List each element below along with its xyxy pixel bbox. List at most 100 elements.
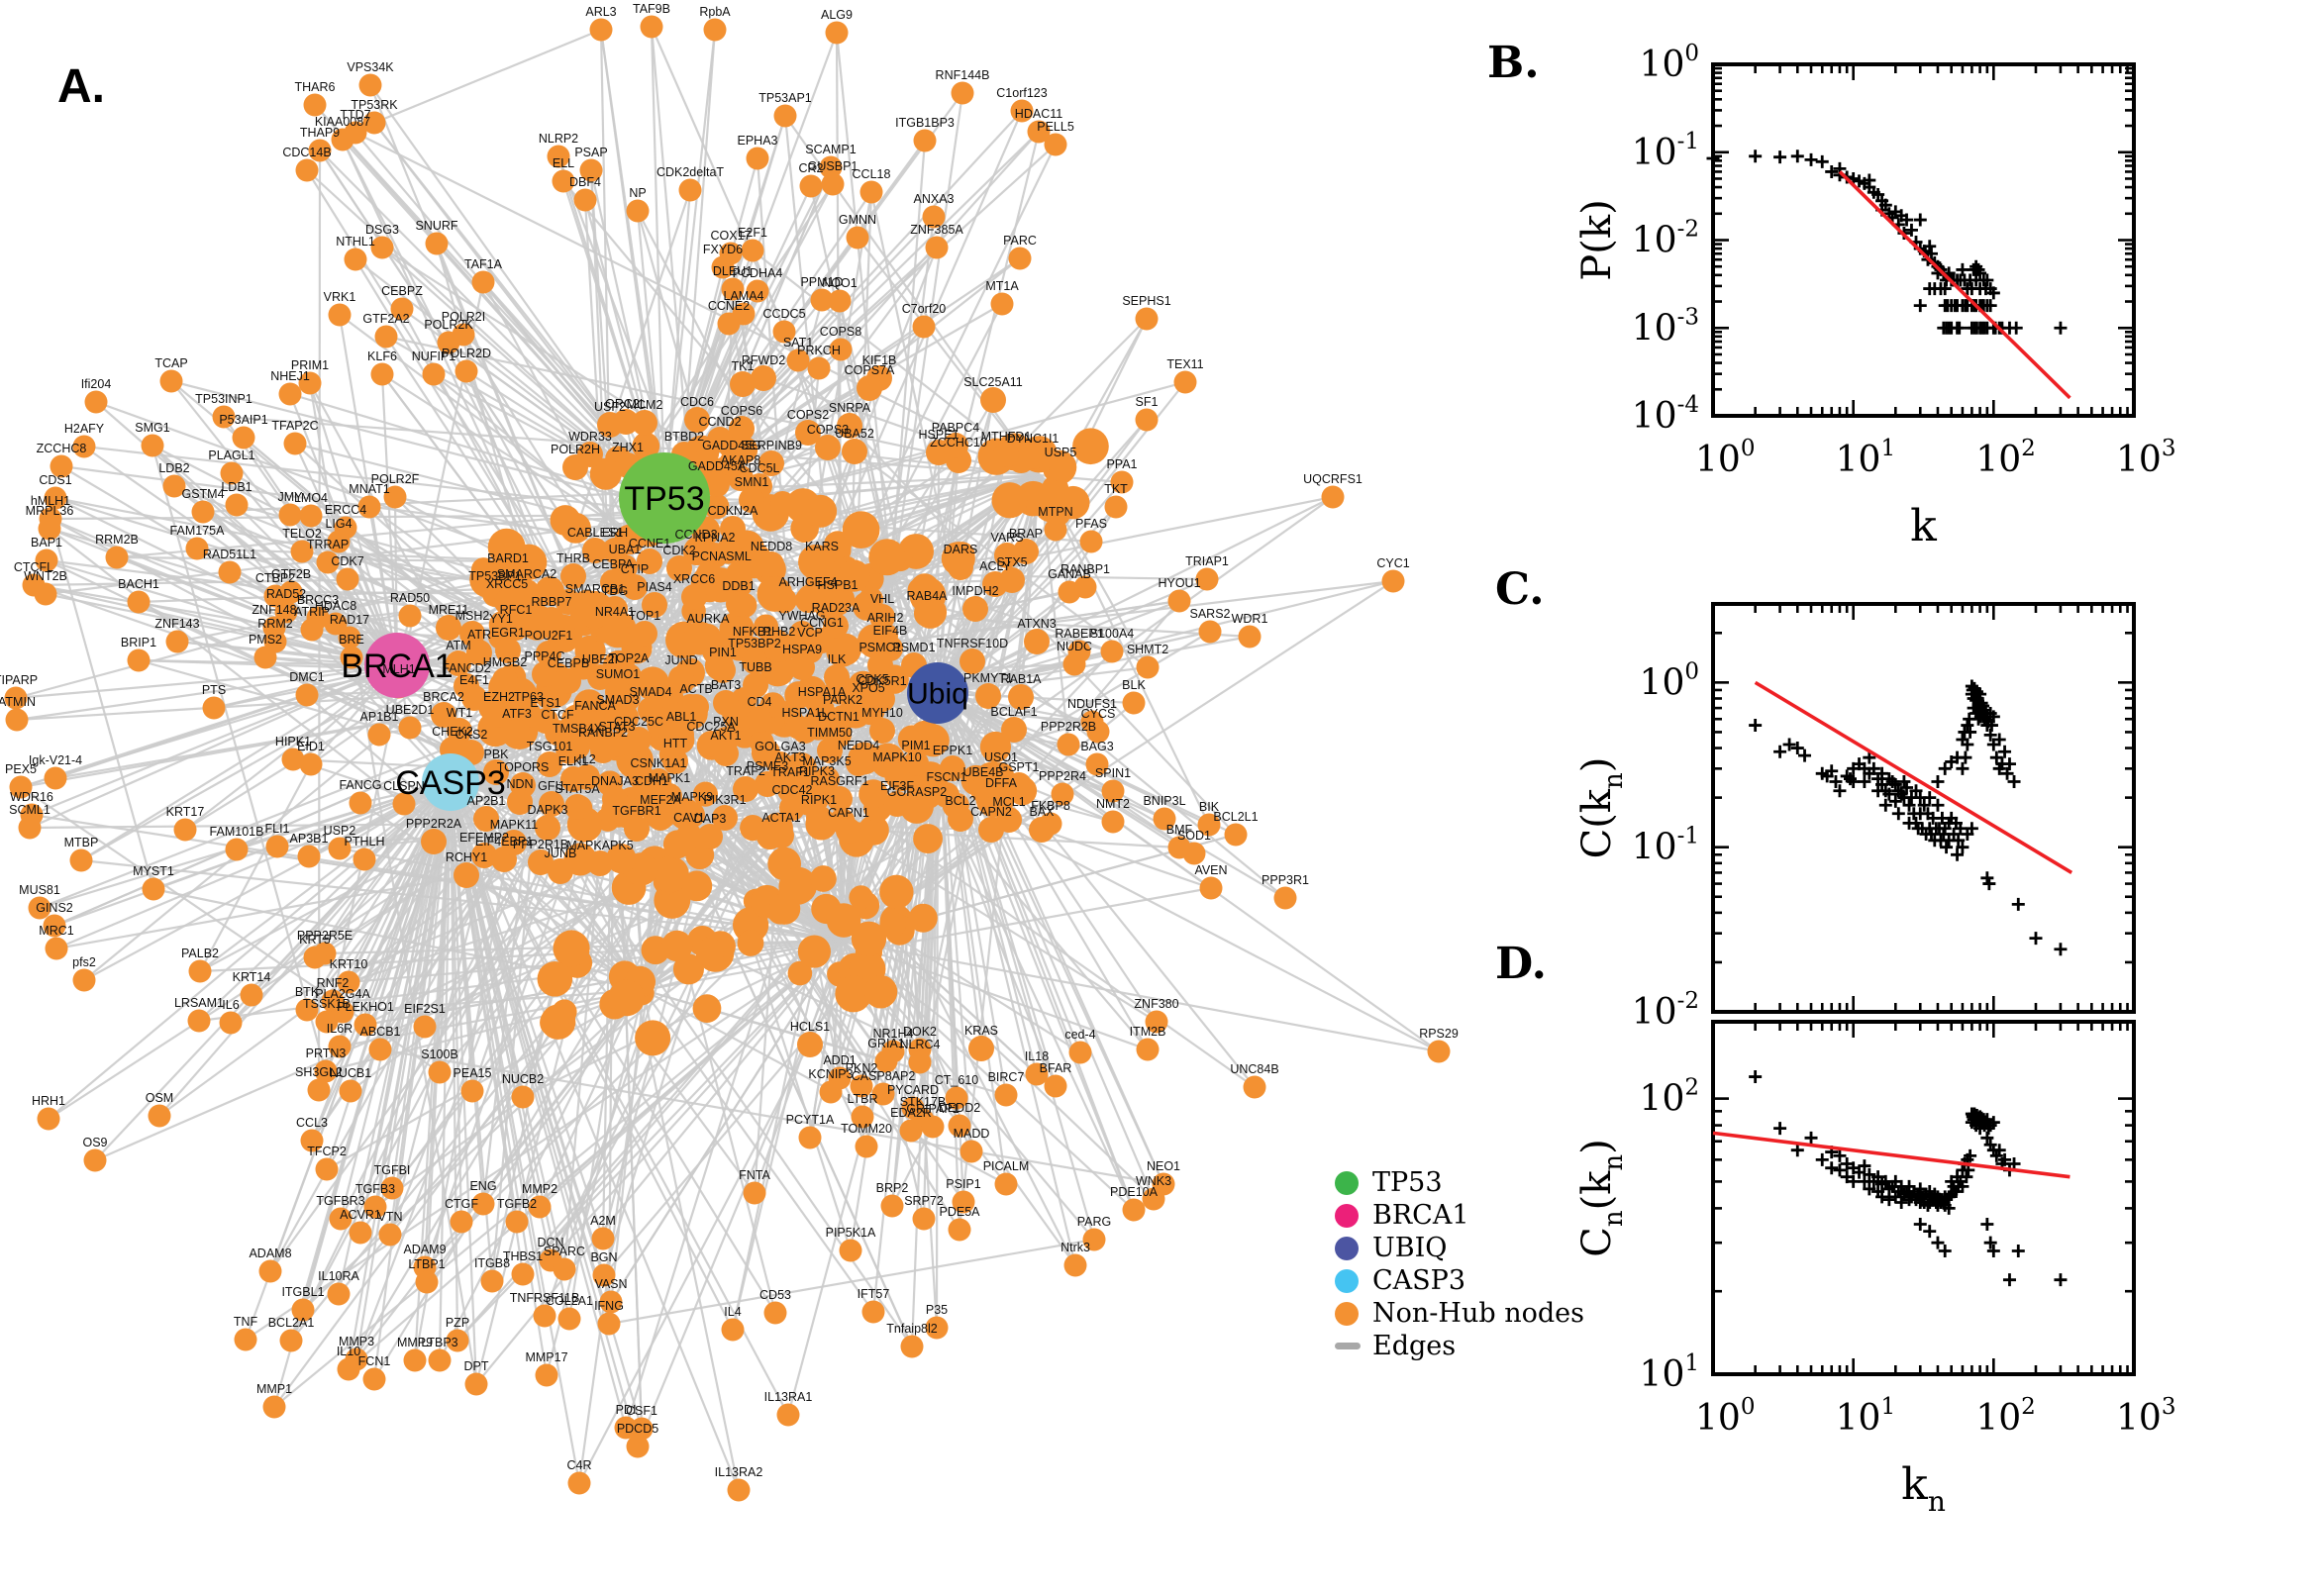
network-node-label: PPP4C: [525, 649, 565, 663]
non-hub-node: [821, 172, 845, 196]
network-nodes: [4, 15, 1451, 1502]
non-hub-node: [835, 975, 872, 1013]
data-point-marker: [1871, 1170, 1885, 1184]
network-edge: [940, 791, 1135, 1211]
network-node-label: TP53BP2: [728, 637, 781, 650]
network-node-label: BMF: [1166, 823, 1193, 837]
network-node-label: FANCD2: [442, 661, 490, 675]
data-point-marker: [1863, 1182, 1876, 1196]
non-hub-node: [737, 930, 764, 956]
non-hub-node: [337, 970, 360, 994]
non-hub-node: [934, 782, 960, 808]
network-node-label: VHL: [870, 592, 894, 606]
non-hub-node: [537, 751, 562, 777]
panel-label-c: C.: [1495, 564, 1545, 615]
network-node-label: CAPN2: [970, 805, 1012, 819]
non-hub-node: [159, 369, 183, 393]
network-node-label: BGN: [590, 1250, 617, 1264]
non-hub-node: [582, 594, 608, 620]
non-hub-node: [948, 806, 973, 832]
network-node-label: UBE4B: [963, 765, 1004, 779]
network-node-label: hMLH1: [31, 494, 70, 508]
non-hub-node: [626, 727, 652, 752]
data-point-marker: [1938, 282, 1952, 296]
non-hub-node: [1024, 629, 1050, 654]
network-node-label: NMT2: [1096, 797, 1130, 811]
non-hub-node: [795, 420, 821, 446]
x-axis-label: kn: [1901, 1459, 1946, 1518]
non-hub-node: [1044, 518, 1067, 542]
network-edge: [662, 189, 692, 499]
data-point-marker: [1913, 1218, 1927, 1232]
network-node-label: KRT10: [330, 957, 368, 971]
non-hub-node: [952, 1190, 975, 1214]
network-node-label: CYCS: [1081, 707, 1116, 721]
network-labels: ARL3 TAF9B RpbA ALG9 VPS34K THAR6 KIAA0087 TP53…: [0, 2, 1459, 1479]
tick-label: 10-2: [1632, 217, 1699, 261]
non-hub-node: [751, 365, 776, 391]
non-hub-node: [1051, 782, 1074, 806]
network-node-label: DOK2: [903, 1025, 937, 1039]
network-node-label: TAF1A: [464, 257, 503, 271]
network-node-label: POLR2K: [424, 318, 473, 332]
network-node-label: RAB1A: [1001, 672, 1043, 686]
node-swatch-icon: [1335, 1236, 1359, 1260]
non-hub-node: [329, 1207, 353, 1231]
non-hub-node: [495, 563, 521, 589]
network-edge: [198, 781, 452, 1022]
network-edge: [138, 658, 546, 676]
non-hub-node: [1427, 1040, 1451, 1063]
non-hub-node: [253, 646, 277, 669]
network-edge: [348, 781, 452, 983]
non-hub-node: [842, 439, 867, 464]
non-hub-node: [606, 844, 637, 874]
network-node-label: RAD23A: [812, 601, 860, 615]
network-node-label: BRE: [339, 633, 364, 647]
network-node-label: TSG101: [527, 740, 573, 753]
non-hub-node: [960, 1140, 983, 1163]
non-hub-node: [141, 434, 164, 457]
network-node-label: ATR: [467, 628, 491, 642]
non-hub-node: [265, 835, 289, 858]
network-node-label: NLRC4: [900, 1038, 941, 1051]
network-node-label: GRIA1: [867, 1037, 905, 1050]
non-hub-node: [975, 683, 1001, 709]
non-hub-node: [548, 858, 573, 884]
network-node-label: TP53INP1: [195, 392, 252, 406]
network-node-label: CCL18: [853, 167, 891, 181]
non-hub-node: [466, 640, 492, 665]
non-hub-node: [487, 528, 526, 566]
non-hub-node: [754, 614, 779, 640]
network-edge: [608, 1238, 1095, 1326]
non-hub-node: [446, 650, 471, 676]
network-node-label: WT1: [447, 706, 472, 720]
network-node-label: ACVR1: [340, 1208, 381, 1222]
non-hub-node: [637, 549, 662, 574]
non-hub-node: [874, 1049, 898, 1073]
network-node-label: LTBR: [847, 1092, 877, 1106]
network-node-label: AP3B1: [290, 832, 329, 846]
network-node-label: MSH2: [455, 609, 490, 623]
network-node-label: C4R: [566, 1458, 591, 1472]
network-node-label: ITGBL1: [281, 1285, 324, 1299]
network-node-label: STX5: [996, 555, 1027, 569]
network-node-label: KRAS: [964, 1024, 998, 1038]
network-edge: [578, 791, 942, 1484]
data-point-marker: [2002, 1273, 2016, 1287]
network-node-label: PSME3: [747, 759, 788, 773]
non-hub-node: [777, 762, 803, 788]
data-point-marker: [1924, 247, 1938, 260]
data-point-marker: [1804, 152, 1818, 166]
non-hub-node: [755, 771, 780, 797]
non-hub-node: [797, 1032, 823, 1057]
data-point-marker: [1992, 733, 2006, 747]
network-node-label: PABPC4: [932, 421, 979, 435]
network-node-label: TGFB2: [497, 1197, 537, 1211]
non-hub-node: [314, 1059, 338, 1083]
network-node-label: MTHFD1: [981, 430, 1032, 444]
non-hub-node: [471, 843, 497, 868]
network-node-label: GADD45G: [702, 439, 761, 452]
network-node-label: PPP2R4: [1039, 769, 1086, 783]
network-node-label: Ntrk3: [1060, 1241, 1090, 1254]
non-hub-node: [913, 129, 937, 152]
